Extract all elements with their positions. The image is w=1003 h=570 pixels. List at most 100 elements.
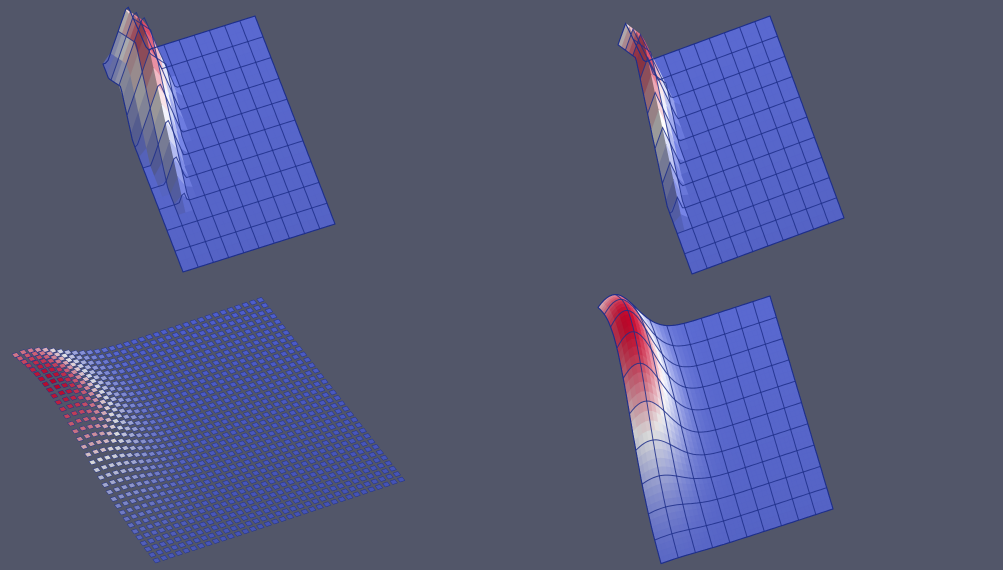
- surface-cell: [308, 375, 317, 382]
- surface-cell: [99, 410, 109, 416]
- surface-cell: [118, 419, 128, 425]
- surface-cell: [155, 450, 164, 456]
- surface-cell: [338, 413, 347, 420]
- surface-cell: [31, 359, 41, 366]
- surface-cell: [344, 446, 354, 452]
- surface-cell: [28, 366, 38, 373]
- surface-cell: [188, 401, 198, 408]
- surface-cell: [78, 350, 87, 356]
- surface-cell: [166, 408, 175, 415]
- surface-cell: [104, 352, 114, 359]
- surface-cell: [253, 353, 262, 359]
- surface-cell: [343, 432, 353, 439]
- mesh-grid-line: [166, 181, 320, 231]
- surface-cell: [184, 348, 193, 355]
- surface-cell: [282, 425, 291, 432]
- surface-cell: [217, 522, 227, 529]
- mesh-grid-line: [739, 27, 815, 230]
- surface-cell: [194, 516, 203, 522]
- surface-cell: [313, 429, 322, 435]
- surface-cell: [296, 455, 305, 462]
- surface-cell: [316, 421, 325, 427]
- surface-cell: [127, 346, 136, 353]
- surface-cell: [326, 493, 335, 500]
- surface-cell: [216, 317, 225, 324]
- surface-cell: [233, 531, 243, 537]
- surface-cell: [139, 487, 148, 494]
- surface-cell: [330, 416, 340, 422]
- mesh-grid-line: [654, 116, 808, 165]
- surface-cell: [207, 484, 216, 491]
- surface-cell: [198, 330, 207, 336]
- surface-cell: [199, 439, 208, 445]
- surface-cell: [358, 427, 367, 434]
- surface-cell: [231, 360, 240, 367]
- surface-cell: [270, 518, 280, 525]
- surface-cell: [73, 401, 82, 408]
- surface-cell: [254, 366, 263, 372]
- surface-cell: [274, 380, 283, 386]
- surface-cell: [314, 442, 323, 449]
- surface-cell: [382, 481, 391, 488]
- surface-cell: [128, 359, 137, 366]
- surface-cell: [138, 472, 147, 479]
- surface-cell: [43, 362, 52, 368]
- surface-cell: [290, 340, 299, 347]
- surface-cell: [252, 387, 261, 394]
- surface-cell: [116, 397, 126, 403]
- surface-cell: [186, 327, 195, 333]
- surface-cell: [269, 361, 278, 368]
- surface-cell: [237, 440, 247, 447]
- surface-cell: [257, 358, 266, 365]
- surface-cell: [145, 381, 154, 387]
- surface-cell: [311, 415, 321, 422]
- surface-cell: [136, 370, 146, 377]
- surface-cell: [174, 501, 183, 507]
- surface-cell: [248, 382, 257, 388]
- surface-cell: [330, 450, 339, 457]
- surface-cell: [330, 498, 339, 505]
- surface-cell: [247, 512, 256, 519]
- surface-cell: [225, 341, 235, 348]
- surface-cell: [271, 436, 281, 442]
- surface-cell: [165, 395, 174, 402]
- surface-cell: [241, 480, 250, 487]
- surface-cell: [292, 367, 301, 373]
- surface-cell: [365, 459, 374, 466]
- surface-cell: [361, 467, 371, 474]
- surface-cell: [258, 502, 267, 508]
- surface-cell: [151, 457, 161, 463]
- surface-cell: [312, 463, 321, 470]
- surface-cell: [200, 452, 210, 459]
- surface-cell: [157, 350, 167, 357]
- surface-cell: [168, 387, 177, 394]
- surface-cell: [261, 315, 270, 322]
- surface-cell: [317, 386, 326, 393]
- surface-cell: [154, 358, 164, 364]
- surface-cell: [135, 480, 144, 487]
- surface-cell: [183, 430, 193, 437]
- surface-cell: [240, 384, 250, 391]
- surface-cell: [76, 394, 85, 401]
- surface-cell: [158, 541, 168, 547]
- surface-cell: [242, 315, 251, 322]
- surface-cell: [151, 543, 160, 550]
- surface-cell: [91, 449, 100, 455]
- surface-cell: [375, 449, 385, 456]
- surface-cell: [296, 372, 306, 379]
- surface-cell: [150, 444, 160, 450]
- surface-cell: [156, 417, 165, 424]
- surface-cell: [247, 368, 256, 375]
- surface-cell: [138, 426, 147, 432]
- surface-cell: [226, 485, 235, 492]
- surface-cell: [273, 497, 282, 504]
- surface-cell: [169, 530, 178, 537]
- surface-cell: [253, 448, 263, 455]
- surface-cell: [280, 399, 289, 405]
- surface-cell: [226, 307, 235, 313]
- surface-cell: [111, 469, 121, 476]
- surface-cell: [36, 363, 45, 370]
- surface-cell: [201, 322, 210, 328]
- surface-cell: [192, 441, 201, 448]
- surface-cell: [50, 362, 60, 368]
